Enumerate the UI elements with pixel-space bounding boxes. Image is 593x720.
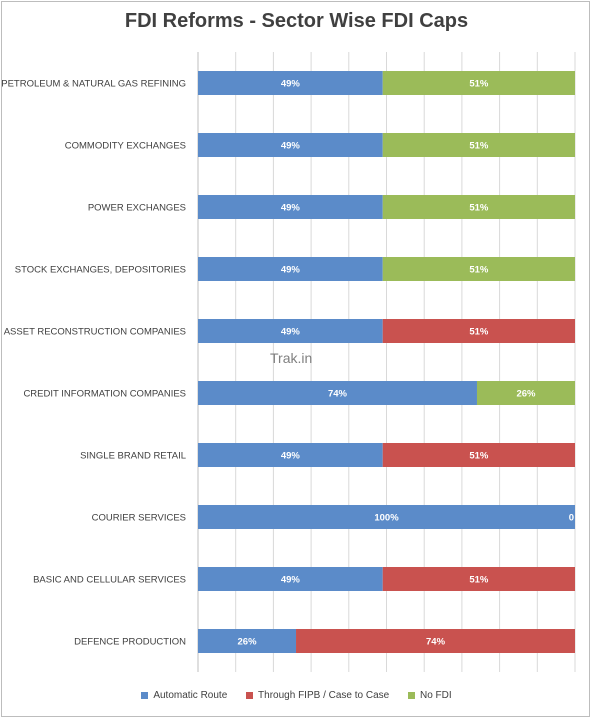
chart-title: FDI Reforms - Sector Wise FDI Caps — [124, 10, 469, 32]
bar-segment — [382, 319, 575, 343]
data-label: 51% — [469, 79, 489, 90]
data-label: 49% — [281, 451, 301, 462]
category-label: STOCK EXCHANGES, DEPOSITORIES — [15, 265, 186, 276]
bar-segment — [198, 505, 575, 529]
legend-label-nofdi: No FDI — [420, 690, 452, 701]
data-label: 49% — [281, 79, 301, 90]
bar-segment — [198, 133, 383, 157]
watermark: Trak.in — [270, 350, 313, 366]
data-label: 51% — [469, 451, 489, 462]
bar-segment — [382, 443, 575, 467]
data-label: 51% — [469, 203, 489, 214]
category-label: COMMODITY EXCHANGES — [65, 141, 186, 152]
data-label: 51% — [469, 141, 489, 152]
bar-segment — [296, 629, 575, 653]
bar-segment — [198, 195, 383, 219]
bar-segment — [198, 443, 383, 467]
category-label: CREDIT INFORMATION COMPANIES — [23, 389, 186, 400]
legend-item-fipb: Through FIPB / Case to Case — [246, 690, 389, 701]
bar-segment — [382, 71, 575, 95]
bar-segment — [476, 381, 575, 405]
data-label: 49% — [281, 203, 301, 214]
bar-segment — [198, 71, 383, 95]
data-label: 49% — [281, 141, 301, 152]
legend-label-fipb: Through FIPB / Case to Case — [258, 690, 390, 701]
category-label: COURIER SERVICES — [92, 513, 186, 524]
chart-legend: Automatic Route Through FIPB / Case to C… — [0, 690, 593, 701]
category-label: POWER EXCHANGES — [88, 203, 186, 214]
legend-label-automatic: Automatic Route — [153, 690, 228, 701]
data-label: 26% — [516, 389, 536, 400]
data-label: 49% — [281, 327, 301, 338]
bar-segment — [198, 381, 477, 405]
legend-swatch-automatic — [141, 692, 149, 699]
data-label: 100% — [374, 513, 399, 524]
category-label: SINGLE BRAND RETAIL — [80, 451, 186, 462]
data-label: 51% — [469, 575, 489, 586]
bar-segment — [382, 257, 575, 281]
data-label: 26% — [238, 637, 258, 648]
data-label: 51% — [469, 327, 489, 338]
category-label: BASIC AND CELLULAR SERVICES — [33, 575, 186, 586]
data-label: 51% — [469, 265, 489, 276]
legend-swatch-nofdi — [408, 692, 415, 699]
legend-item-nofdi: No FDI — [408, 690, 452, 701]
category-label: DEFENCE PRODUCTION — [74, 637, 186, 648]
category-label: PETROLEUM & NATURAL GAS REFINING — [1, 79, 186, 90]
data-label: 49% — [281, 575, 301, 586]
bar-segment — [382, 133, 575, 157]
data-label: 74% — [426, 637, 446, 648]
legend-item-automatic: Automatic Route — [141, 690, 227, 701]
bar-segment — [382, 567, 575, 591]
category-label: ASSET RECONSTRUCTION COMPANIES — [4, 327, 186, 338]
bar-segment — [198, 319, 383, 343]
legend-swatch-fipb — [246, 692, 254, 699]
bar-segment — [198, 567, 383, 591]
data-label: 49% — [281, 265, 301, 276]
bar-segment — [198, 257, 383, 281]
data-label: 74% — [328, 389, 348, 400]
data-label: 0 — [569, 513, 574, 524]
bar-segment — [382, 195, 575, 219]
bar-segment — [198, 629, 297, 653]
